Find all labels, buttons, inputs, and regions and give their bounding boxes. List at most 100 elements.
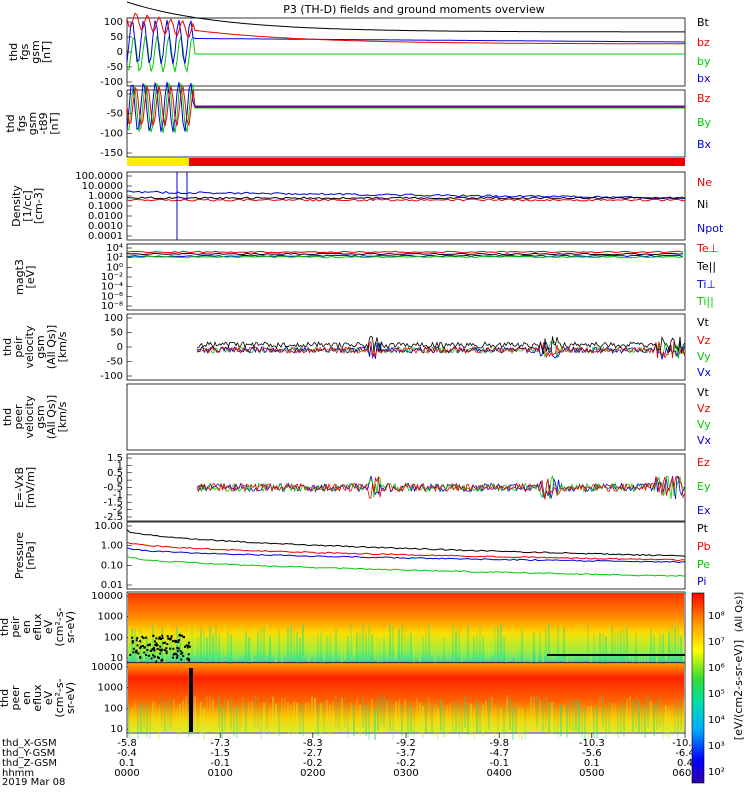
series-blue-line xyxy=(126,19,685,65)
series-ne-line xyxy=(126,198,686,202)
spectrogram-noise xyxy=(168,637,171,640)
spectrogram-noise xyxy=(161,658,164,661)
spectrogram-streak xyxy=(323,700,325,732)
bottom-tick-label: 0.4 xyxy=(677,758,693,769)
spectrogram-streak xyxy=(464,627,466,659)
panel-ylabel: peir xyxy=(9,616,22,638)
spectrogram-streak xyxy=(437,707,439,740)
spectrogram-streak xyxy=(503,636,505,668)
panel-frame xyxy=(126,171,686,241)
spectrogram-streak xyxy=(539,699,541,731)
spectrogram-noise xyxy=(181,651,184,654)
spectrogram-streak xyxy=(254,624,256,657)
spectrogram-streak xyxy=(302,704,304,737)
ytick-label: -100 xyxy=(100,128,123,139)
spectrogram-streak xyxy=(212,633,214,666)
ytick-label: 0 xyxy=(117,89,123,100)
spectrogram-noise xyxy=(153,640,156,643)
panel-ylabel: eV xyxy=(42,619,55,634)
spectrogram-noise xyxy=(178,634,181,637)
spectrogram-streak xyxy=(623,705,625,737)
panel-ylabel: gsm xyxy=(26,112,39,135)
panel-ylabel: (cm²-s- xyxy=(53,607,66,646)
spectrogram-streak xyxy=(665,705,667,737)
spectrogram-streak xyxy=(512,708,514,740)
ytick-label: 0.10 xyxy=(101,560,123,571)
spectrogram-streak xyxy=(389,699,391,732)
spectrogram-noise xyxy=(153,655,156,658)
spectrogram-streak xyxy=(560,624,562,656)
spectrogram-streak xyxy=(581,625,583,657)
spectrogram-streak xyxy=(473,636,475,669)
spectrogram-streak xyxy=(167,624,169,657)
series-red-line xyxy=(126,12,685,45)
panel-ylabel: Pressure xyxy=(13,532,26,579)
bottom-tick-label: 0200 xyxy=(300,768,325,779)
spectrogram-noise xyxy=(161,634,164,637)
legend-Ne: Ne xyxy=(697,176,712,189)
spectrogram-streak xyxy=(452,625,454,657)
series-black-line xyxy=(196,335,685,355)
spectrogram-noise xyxy=(147,654,150,657)
spectrogram-streak xyxy=(224,623,226,656)
legend-Bt: Bt xyxy=(697,16,710,29)
spectrogram-streak xyxy=(170,634,172,667)
spectrogram-noise xyxy=(148,644,151,647)
ytick-label: 50 xyxy=(110,328,123,339)
spectrogram-streak xyxy=(311,626,313,659)
spectrogram-noise xyxy=(139,640,142,643)
spectrogram-streak xyxy=(614,704,616,736)
legend-Vt: Vt xyxy=(697,316,710,329)
spectrogram-noise xyxy=(182,655,185,658)
ytick-label: 100.0000 xyxy=(75,171,123,182)
spectrogram-noise xyxy=(143,646,146,649)
spectrogram-streak xyxy=(485,630,487,662)
spectrogram-streak xyxy=(287,627,289,660)
spectrogram-noise xyxy=(176,647,179,650)
bottom-tick-label: -5.6 xyxy=(582,748,602,759)
ytick-label: 10.00 xyxy=(94,521,123,532)
spectrogram-noise xyxy=(170,637,173,640)
spectrogram-streak xyxy=(596,628,598,660)
series-blue-line xyxy=(126,547,685,564)
spectrogram-streak xyxy=(521,629,523,661)
spectrogram-streak xyxy=(683,699,685,732)
spectrogram-streak xyxy=(194,623,196,656)
spectrogram-streak xyxy=(656,698,658,731)
spectrogram-streak xyxy=(359,705,361,737)
panel-ylabel: peir xyxy=(12,336,25,358)
spectrogram-noise xyxy=(163,649,166,652)
bottom-tick-label: -2.7 xyxy=(303,748,323,759)
spectrogram-noise xyxy=(180,652,183,655)
spectrogram-noise xyxy=(135,649,138,652)
spectrogram-streak xyxy=(482,636,484,668)
ytick-label: 50 xyxy=(110,32,123,43)
spectrogram-streak xyxy=(308,630,310,663)
spectrogram-streak xyxy=(680,635,682,667)
spectrogram-noise xyxy=(139,647,142,650)
spectrogram-streak xyxy=(296,631,298,664)
figure-title: P3 (TH-D) fields and ground moments over… xyxy=(283,3,545,16)
spectrogram-streak xyxy=(608,623,610,656)
spectrogram-streak xyxy=(662,707,664,740)
spectrogram-streak xyxy=(347,636,349,668)
spectrogram-streak xyxy=(650,629,652,661)
spectrogram-streak xyxy=(668,707,670,740)
spectrogram-streak xyxy=(593,632,595,664)
spectrogram-streak xyxy=(548,624,550,656)
spectrogram-streak xyxy=(461,636,463,668)
legend-Pb: Pb xyxy=(697,540,711,553)
spectrogram-streak xyxy=(155,701,157,733)
panel-ylabel: [1/cc] xyxy=(21,190,34,221)
panel-ylabel: eflux xyxy=(31,684,44,712)
spectrogram-streak xyxy=(434,704,436,736)
spectrogram-streak xyxy=(248,637,250,669)
spectrogram-streak xyxy=(575,623,577,656)
spectrogram-streak xyxy=(176,626,178,658)
series-black-line xyxy=(126,529,686,557)
spectrogram-streak xyxy=(506,695,508,727)
spectrogram-fill xyxy=(128,593,684,661)
bottom-tick-label: 0500 xyxy=(579,768,604,779)
spectrogram-noise xyxy=(150,657,153,660)
